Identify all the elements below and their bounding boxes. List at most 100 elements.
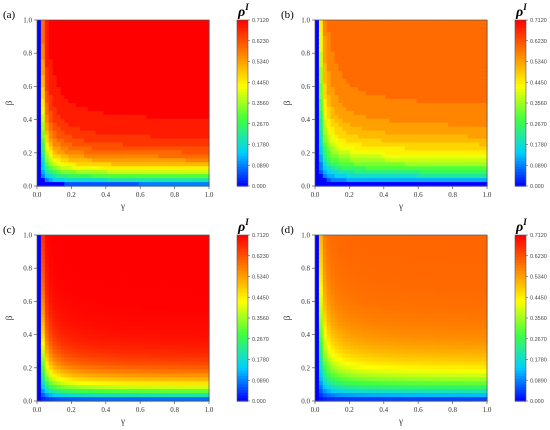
heatmap-cell xyxy=(467,63,472,69)
heatmap-cell xyxy=(193,250,198,256)
heatmap-cell xyxy=(475,106,480,112)
heatmap-cell xyxy=(83,154,89,159)
heatmap-cell xyxy=(181,258,187,264)
heatmap-cell xyxy=(467,51,472,57)
heatmap-cell xyxy=(420,95,426,100)
heatmap-cell xyxy=(436,122,441,128)
heatmap-cell xyxy=(107,282,112,287)
heatmap-cell xyxy=(318,20,324,25)
heatmap-cell xyxy=(173,63,179,69)
heatmap-cell xyxy=(142,321,148,327)
heatmap-cell xyxy=(350,122,355,128)
heatmap-cell xyxy=(48,47,54,53)
heatmap-cell xyxy=(48,55,54,61)
heatmap-cell xyxy=(354,166,359,171)
heatmap-cell xyxy=(326,23,332,29)
heatmap-cell xyxy=(177,99,183,104)
heatmap-cell xyxy=(83,51,89,57)
heatmap-cell xyxy=(393,118,398,124)
heatmap-cell xyxy=(338,59,343,65)
heatmap-cell xyxy=(350,134,355,140)
colorbar-segment xyxy=(237,83,248,87)
heatmap-cell xyxy=(455,23,461,29)
heatmap-cell xyxy=(76,250,81,256)
heatmap-cell xyxy=(358,170,363,175)
heatmap-cell xyxy=(56,20,62,25)
heatmap-cell xyxy=(60,302,65,307)
heatmap-cell xyxy=(205,114,210,120)
heatmap-cell xyxy=(126,138,132,144)
heatmap-cell xyxy=(40,130,46,136)
heatmap-cell xyxy=(330,71,336,76)
heatmap-cell xyxy=(322,51,328,57)
heatmap-cell xyxy=(463,83,469,88)
heatmap-cell xyxy=(37,166,42,171)
colorbar-segment xyxy=(515,94,526,99)
heatmap-cell xyxy=(99,150,105,155)
heatmap-cell xyxy=(377,174,383,179)
heatmap-cell xyxy=(52,325,58,331)
heatmap-cell xyxy=(189,238,194,244)
heatmap-cell xyxy=(205,310,210,315)
heatmap-cell xyxy=(169,63,175,69)
heatmap-cell xyxy=(37,87,42,92)
heatmap-cell xyxy=(334,27,340,33)
heatmap-cell xyxy=(48,114,54,120)
heatmap-cell xyxy=(83,274,89,280)
heatmap-cell xyxy=(334,182,340,187)
heatmap-cell xyxy=(142,325,148,331)
heatmap-cell xyxy=(193,235,198,240)
heatmap-cell xyxy=(40,262,46,268)
heatmap-cell xyxy=(166,23,171,29)
heatmap-cell xyxy=(342,63,347,69)
heatmap-cell xyxy=(99,106,105,112)
heatmap-cell xyxy=(350,130,355,136)
heatmap-cell xyxy=(130,238,136,244)
heatmap-cell xyxy=(358,47,363,53)
heatmap-cell xyxy=(181,20,187,25)
heatmap-cell xyxy=(381,79,386,84)
heatmap-cell xyxy=(40,63,46,69)
heatmap-cell xyxy=(146,282,151,287)
heatmap-cell xyxy=(185,67,191,72)
heatmap-cell xyxy=(451,154,457,159)
heatmap-cell xyxy=(134,150,140,155)
heatmap-cell xyxy=(37,278,42,284)
heatmap-cell xyxy=(37,83,42,88)
heatmap-cell xyxy=(373,83,379,88)
heatmap-cell xyxy=(107,99,112,104)
heatmap-cell xyxy=(119,298,124,303)
heatmap-cell xyxy=(412,106,418,112)
heatmap-cell xyxy=(126,31,132,37)
heatmap-cell xyxy=(201,91,206,96)
heatmap-cell xyxy=(483,47,488,53)
heatmap-cell xyxy=(471,130,476,136)
heatmap-cell xyxy=(205,106,210,112)
heatmap-cell xyxy=(447,43,453,49)
heatmap-cell xyxy=(420,43,426,49)
heatmap-cell xyxy=(134,106,140,112)
heatmap-cell xyxy=(158,158,163,163)
heatmap-cell xyxy=(201,258,206,264)
heatmap-cell xyxy=(130,31,136,37)
heatmap-cell xyxy=(99,282,105,287)
axes-frame xyxy=(36,19,210,187)
heatmap-cell xyxy=(44,95,50,100)
heatmap-cell xyxy=(479,166,484,171)
heatmap-cell xyxy=(130,158,136,163)
heatmap-cell xyxy=(428,150,433,155)
heatmap-cell xyxy=(318,87,324,92)
heatmap-cell xyxy=(169,95,175,100)
heatmap-cell xyxy=(354,103,359,108)
heatmap-cell xyxy=(346,122,351,128)
heatmap-cell xyxy=(95,329,101,335)
heatmap-cell xyxy=(408,122,414,128)
heatmap-cell xyxy=(177,95,183,100)
heatmap-cell xyxy=(318,35,324,41)
heatmap-cell xyxy=(154,238,159,244)
heatmap-cell xyxy=(123,318,128,323)
heatmap-cell xyxy=(377,63,383,69)
heatmap-cell xyxy=(401,182,406,187)
heatmap-cell xyxy=(126,254,132,260)
